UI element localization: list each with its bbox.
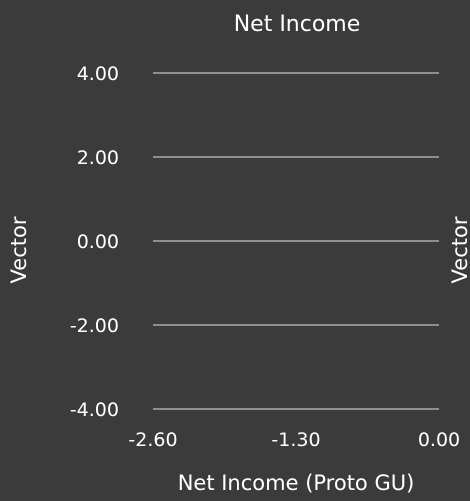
x-tick-label: -1.30 bbox=[271, 429, 320, 451]
y-tick-label: 2.00 bbox=[77, 147, 119, 169]
y-tick-label: -2.00 bbox=[70, 315, 119, 337]
chart-title: Net Income bbox=[234, 12, 361, 37]
grid bbox=[153, 72, 439, 410]
y-axis-label-left: Vector bbox=[7, 216, 31, 283]
y-tick-label: 0.00 bbox=[77, 231, 119, 253]
x-axis-ticks: -2.60 -1.30 0.00 bbox=[128, 429, 460, 451]
x-tick-label: 0.00 bbox=[418, 429, 460, 451]
y-tick-label: 4.00 bbox=[77, 63, 119, 85]
y-tick-label: -4.00 bbox=[70, 399, 119, 421]
y-axis-label-right: Vector bbox=[448, 216, 470, 283]
x-axis-label: Net Income (Proto GU) bbox=[178, 471, 415, 495]
x-tick-label: -2.60 bbox=[128, 429, 177, 451]
y-axis-ticks: 4.00 2.00 0.00 -2.00 -4.00 bbox=[70, 63, 119, 421]
